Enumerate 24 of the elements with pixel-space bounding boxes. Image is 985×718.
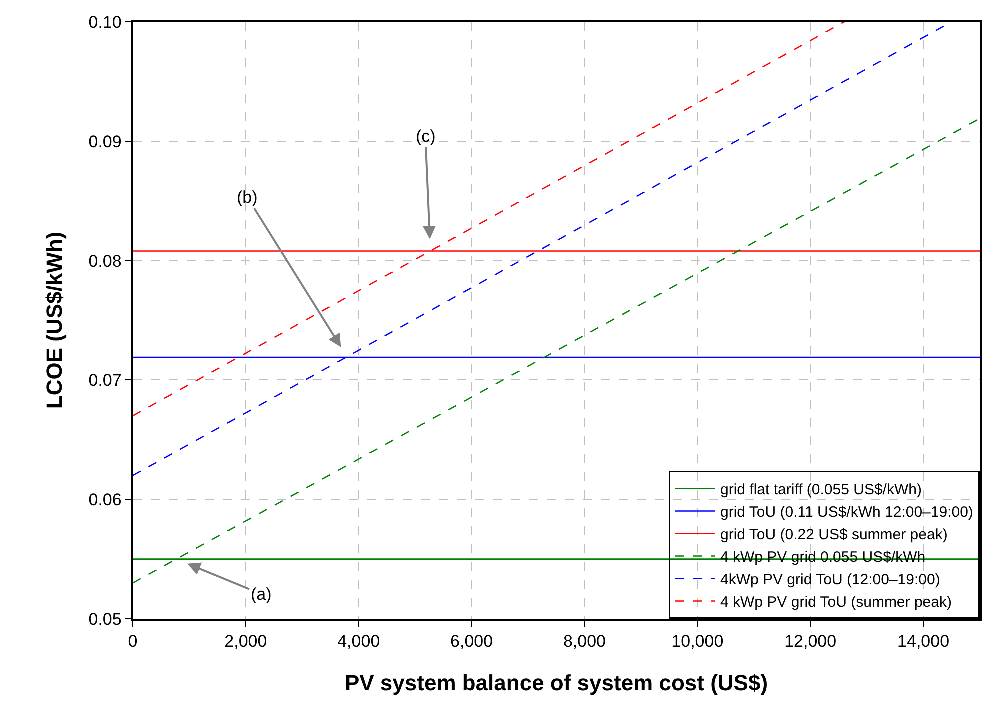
annotation: (c) (416, 127, 436, 146)
y-tick-label: 0.10 (88, 12, 122, 32)
legend-label: grid flat tariff (0.055 US$/kWh) (720, 482, 922, 499)
legend-label: grid ToU (0.11 US$/kWh 12:00–19:00) (720, 504, 974, 522)
x-tick-label: 4,000 (338, 632, 380, 652)
annotation: (a) (251, 585, 272, 604)
x-tick-label: 6,000 (450, 632, 494, 652)
x-tick-label: 0 (128, 632, 138, 652)
y-tick-label: 0.09 (88, 132, 122, 152)
y-tick-label: 0.05 (88, 610, 122, 629)
x-tick-label: 10,000 (672, 632, 724, 652)
y-tick-label: 0.08 (88, 252, 122, 271)
legend-label: 4kWp PV grid ToU (12:00–19:00) (720, 572, 940, 589)
y-tick-label: 0.07 (88, 371, 122, 390)
legend-label: 4 kWp PV grid ToU (summer peak) (720, 594, 952, 612)
legend-label: grid ToU (0.22 US$ summer peak) (720, 526, 948, 544)
x-tick-label: 8,000 (563, 632, 606, 652)
x-tick-label: 2,000 (224, 632, 268, 652)
x-tick-label: 12,000 (784, 632, 837, 652)
annotation: (b) (237, 188, 258, 207)
y-tick-label: 0.06 (88, 490, 122, 510)
x-tick-label: 14,000 (898, 632, 950, 652)
y-axis-title: LCOE (US$/kWh) (42, 232, 68, 410)
x-axis-title: PV system balance of system cost (US$) (344, 670, 768, 696)
